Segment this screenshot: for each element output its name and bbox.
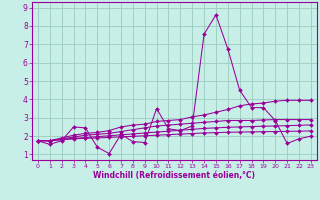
X-axis label: Windchill (Refroidissement éolien,°C): Windchill (Refroidissement éolien,°C) <box>93 171 255 180</box>
